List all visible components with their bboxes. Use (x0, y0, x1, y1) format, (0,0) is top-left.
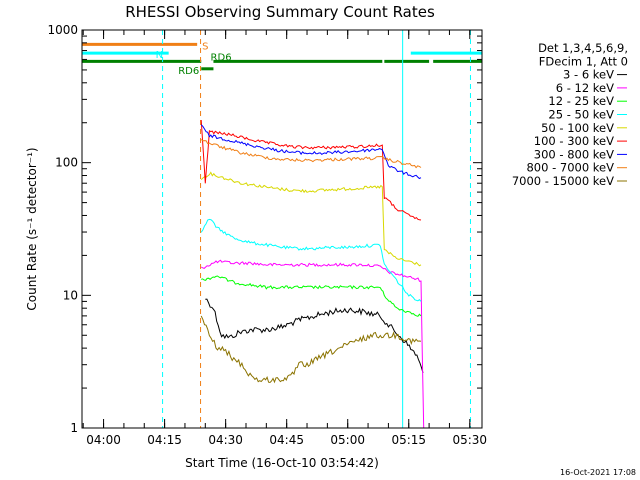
x-tick-label: 04:00 (86, 433, 121, 447)
series-line-6-12-kev (200, 259, 425, 429)
y-tick-label: 10 (63, 288, 78, 302)
series-line-7000-15000-kev (200, 315, 422, 384)
y-tick-label: 100 (55, 156, 78, 170)
y-tick-label: 1000 (47, 23, 78, 37)
series-line-300-800-kev (200, 124, 422, 180)
legend-entry-label: 12 - 25 keV (548, 94, 614, 108)
legend-entry-label: 50 - 100 keV (541, 121, 614, 135)
axes-layer: 1 10 100 1000 04:00 04:15 04:30 04:45 05:00 05:15… (47, 23, 487, 447)
x-tick-label: 05:15 (391, 433, 426, 447)
flag-label-rd6: RD6 (211, 52, 232, 63)
x-tick-label: 04:30 (208, 433, 243, 447)
flag-label-n: N (156, 50, 163, 61)
series-line-800-7000-kev (200, 139, 422, 169)
series-line-50-100-kev (200, 171, 422, 267)
series-line-25-50-kev (200, 218, 422, 302)
y-axis-label: Count Rate (s⁻¹ detector⁻¹) (25, 147, 39, 310)
legend: Det 1,3,4,5,6,9,FDecim 1, Att 03 - 6 keV… (512, 41, 628, 188)
legend-entry-label: 100 - 300 keV (534, 134, 614, 148)
series-line-12-25-kev (201, 275, 422, 317)
plot-frame (81, 29, 483, 429)
legend-entry-label: 6 - 12 keV (556, 81, 614, 95)
legend-entry-label: 800 - 7000 keV (526, 161, 614, 175)
legend-entry-label: 25 - 50 keV (548, 108, 614, 122)
legend-entry-label: 7000 - 15000 keV (512, 174, 614, 188)
flag-label-s: S (202, 41, 208, 52)
x-tick-label: 04:15 (147, 433, 182, 447)
legend-entry-label: 3 - 6 keV (563, 68, 614, 82)
flag-label-rd6: RD6 (178, 66, 199, 77)
series-layer (200, 119, 425, 429)
chart-title: RHESSI Observing Summary Count Rates (125, 3, 435, 21)
legend-header-line: FDecim 1, Att 0 (539, 54, 628, 68)
legend-entry-label: 300 - 800 keV (534, 147, 614, 161)
x-tick-label: 04:45 (269, 433, 304, 447)
series-line-3-6-kev (205, 298, 424, 374)
x-tick-label: 05:00 (330, 433, 365, 447)
x-axis-label: Start Time (16-Oct-10 03:54:42) (185, 456, 379, 470)
x-tick-label: 05:30 (452, 433, 487, 447)
legend-header-line: Det 1,3,4,5,6,9, (538, 41, 628, 55)
timestamp: 16-Oct-2021 17:08 (560, 468, 636, 477)
y-tick-label: 1 (70, 421, 78, 435)
series-line-100-300-kev (200, 119, 422, 221)
flags-layer: S N RD6 RD6 (82, 41, 482, 77)
